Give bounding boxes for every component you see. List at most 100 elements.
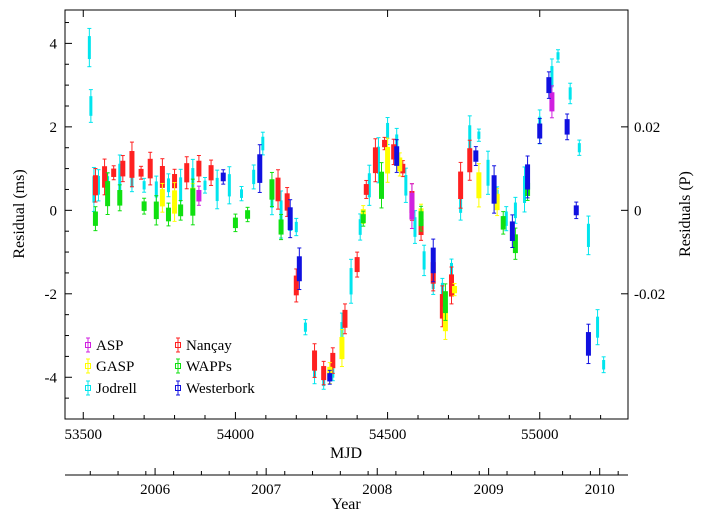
data-point: [96, 169, 101, 202]
data-point: [385, 137, 391, 183]
data-point: [339, 329, 345, 368]
data-point: [342, 303, 348, 335]
data-point: [354, 251, 360, 278]
y-tick-label: -4: [45, 370, 58, 386]
data-point: [476, 163, 482, 208]
data-point: [585, 323, 591, 365]
data-point: [537, 118, 543, 145]
legend-label: ASP: [96, 338, 124, 354]
data-point: [251, 164, 256, 190]
data-point: [239, 186, 244, 202]
data-point: [452, 283, 458, 297]
y-axis-title: Residual (ms): [11, 169, 28, 258]
data-point: [595, 309, 600, 346]
y-tick-label: 4: [50, 36, 58, 52]
year-tick-label: 2010: [585, 482, 615, 498]
legend-item: Jodrell: [85, 380, 137, 397]
data-point: [87, 27, 92, 68]
data-point: [190, 178, 196, 226]
legend-item: Nançay: [175, 337, 232, 354]
data-point: [372, 138, 378, 183]
data-point: [349, 258, 354, 304]
y2-tick-label: 0.02: [634, 120, 660, 136]
y-tick-label: 0: [50, 203, 58, 219]
data-point: [422, 244, 427, 277]
data-point: [220, 169, 226, 185]
data-point: [586, 215, 591, 256]
series-westerbork: [220, 71, 591, 385]
data-point: [88, 89, 93, 123]
legend-item: GASP: [85, 358, 134, 375]
legend-item: Westerbork: [175, 380, 255, 397]
data-point: [418, 205, 424, 232]
data-point: [129, 141, 135, 188]
data-point: [232, 213, 238, 233]
data-point: [360, 210, 366, 227]
data-point: [327, 369, 333, 385]
x2-axis-title: Year: [331, 496, 361, 513]
year-tick-label: 2009: [474, 482, 504, 498]
legend-item: WAPPs: [175, 358, 232, 375]
x-tick-label: 55000: [521, 427, 559, 443]
legend-item: ASP: [85, 337, 124, 354]
data-point: [166, 173, 171, 198]
data-point: [105, 172, 111, 215]
y-tick-label: 2: [50, 120, 58, 136]
data-point: [294, 217, 299, 237]
data-point: [138, 165, 144, 180]
data-point: [260, 131, 265, 156]
data-point: [513, 196, 518, 224]
data-point: [394, 139, 400, 173]
data-point: [147, 151, 153, 186]
data-point: [442, 283, 448, 321]
data-point: [278, 213, 284, 241]
data-point: [321, 360, 327, 386]
data-point: [257, 144, 263, 193]
year-tick-label: 2008: [362, 482, 392, 498]
data-point: [509, 214, 515, 249]
data-point: [269, 171, 275, 207]
data-point: [159, 182, 165, 213]
data-point: [504, 206, 509, 232]
data-point: [573, 201, 579, 220]
data-point: [473, 146, 479, 167]
year-tick-label: 2006: [140, 482, 171, 498]
x-tick-label: 54000: [217, 427, 255, 443]
series-jodrell: [87, 27, 606, 390]
data-point: [196, 154, 202, 183]
y2-tick-label: -0.02: [634, 287, 665, 303]
data-point: [245, 206, 251, 223]
data-point: [92, 168, 98, 203]
data-point: [397, 152, 403, 177]
data-point: [367, 164, 372, 206]
data-point: [467, 139, 473, 181]
data-point: [476, 128, 481, 142]
y2-tick-label: 0: [634, 203, 642, 219]
data-point: [430, 238, 436, 283]
y-tick-label: -2: [45, 287, 58, 303]
data-point: [287, 199, 293, 239]
data-point: [546, 71, 552, 99]
data-point: [227, 166, 232, 205]
plot-frame: [64, 9, 629, 420]
data-point: [303, 319, 308, 336]
data-point: [448, 266, 454, 305]
data-point: [486, 150, 491, 195]
data-point: [275, 169, 281, 210]
data-point: [120, 155, 126, 183]
data-point: [491, 165, 497, 214]
legend: ASP Nançay GASP WAPPs Jodrell Westerbork: [85, 337, 255, 397]
x-tick-label: 54500: [369, 427, 407, 443]
data-point: [184, 156, 190, 190]
data-point: [172, 182, 178, 222]
series-asp: [196, 85, 555, 230]
data-point: [92, 206, 98, 232]
data-point: [141, 197, 147, 215]
y2-axis-title: Residuals (P): [677, 171, 694, 257]
data-points: [87, 27, 606, 390]
legend-label: GASP: [96, 359, 134, 375]
series-nanay: [92, 136, 473, 386]
legend-label: Nançay: [186, 338, 232, 354]
data-point: [409, 183, 415, 230]
